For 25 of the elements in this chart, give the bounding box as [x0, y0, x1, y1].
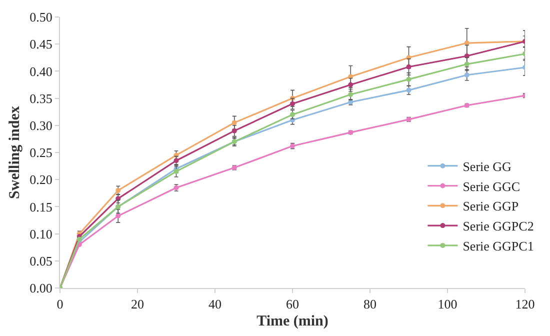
y-axis-title: Swelling index: [6, 106, 23, 199]
legend-label: Serie GGP: [462, 198, 519, 214]
y-tick-label: 0.20: [30, 172, 52, 188]
y-tick-label: 0.05: [30, 253, 52, 268]
x-tick-label: 40: [208, 296, 222, 312]
y-tick-label: 0.45: [30, 36, 52, 52]
y-tick-label: 0.40: [30, 64, 52, 79]
y-tick-label: 0.00: [30, 280, 52, 296]
x-tick-label: 20: [131, 296, 144, 312]
x-tick-label: 80: [364, 296, 376, 312]
x-axis-title: Time (min): [256, 314, 328, 330]
y-tick-label: 0.30: [30, 118, 52, 133]
legend-label: Serie GG: [462, 158, 512, 174]
y-tick-label: 0.25: [30, 145, 52, 160]
x-tick-label: 60: [286, 296, 299, 312]
x-tick-label: 100: [438, 296, 458, 312]
y-tick-label: 0.35: [30, 90, 52, 106]
x-tick-label: 0: [56, 296, 64, 312]
legend-label: Serie GGC: [462, 178, 520, 194]
x-tick-label: 120: [515, 296, 535, 312]
y-tick-label: 0.50: [30, 10, 52, 25]
legend-label: Serie GGPC2: [462, 218, 534, 234]
y-tick-label: 0.10: [30, 226, 52, 242]
y-tick-label: 0.15: [30, 199, 52, 214]
legend-label: Serie GGPC1: [462, 238, 534, 254]
